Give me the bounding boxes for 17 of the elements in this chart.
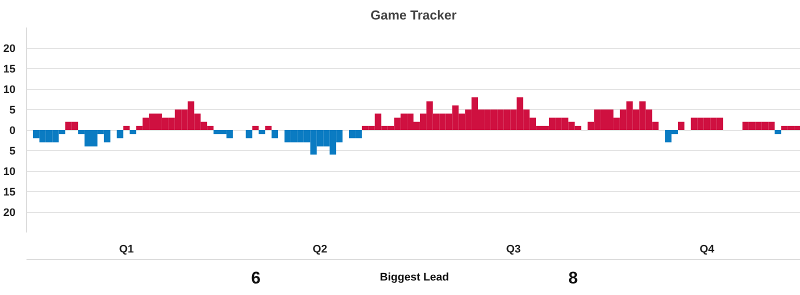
x-tick-label: Q1	[119, 244, 134, 256]
y-tick-label: 10	[3, 166, 16, 178]
y-tick-label: 10	[3, 84, 16, 96]
y-tick-label: 0	[9, 125, 16, 137]
y-tick-label: 15	[3, 64, 16, 76]
y-tick-label: 5	[9, 104, 16, 116]
y-tick-label: 20	[3, 207, 16, 219]
y-tick-label: 20	[3, 43, 16, 55]
y-tick-label: 15	[3, 186, 16, 198]
x-tick-label: Q2	[312, 244, 328, 256]
text: Biggest Lead	[380, 272, 450, 284]
text: 6	[251, 268, 261, 288]
x-tick-label: Q3	[506, 244, 521, 256]
x-tick-label: Q4	[700, 244, 716, 256]
chart-title: Game Tracker	[370, 8, 457, 22]
text: 8	[568, 268, 578, 288]
y-tick-label: 5	[9, 146, 16, 158]
